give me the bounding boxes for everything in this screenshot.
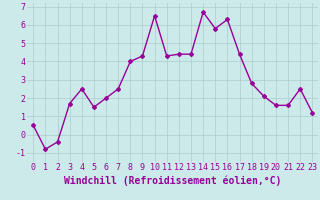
X-axis label: Windchill (Refroidissement éolien,°C): Windchill (Refroidissement éolien,°C) <box>64 175 282 186</box>
